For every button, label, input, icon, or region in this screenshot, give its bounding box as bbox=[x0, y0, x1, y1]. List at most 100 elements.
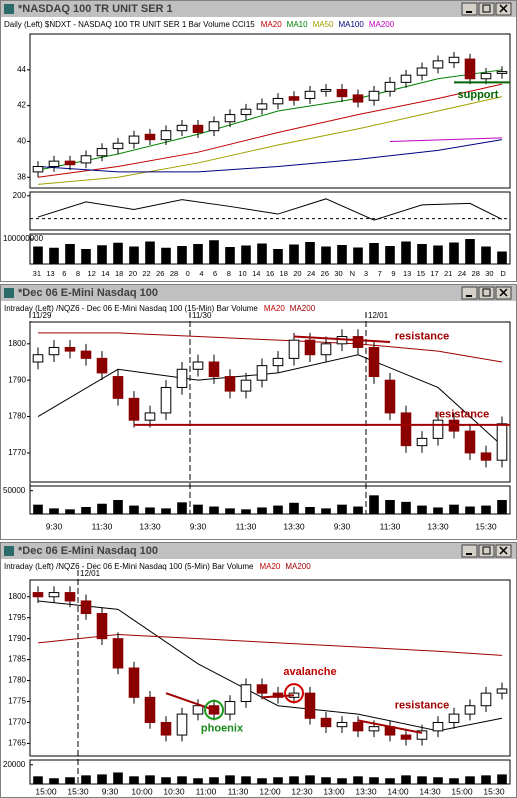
volume-bar bbox=[257, 507, 267, 514]
candle-body bbox=[304, 692, 316, 719]
volume-bar bbox=[401, 241, 411, 264]
volume-bar bbox=[161, 508, 171, 514]
volume-bar bbox=[33, 504, 43, 514]
candle-body bbox=[208, 121, 220, 132]
x-tick-label: 13:00 bbox=[323, 786, 345, 796]
volume-bar bbox=[289, 502, 299, 514]
window-title: *Dec 06 E-Mini Nasdaq 100 bbox=[18, 287, 158, 299]
volume-bar bbox=[49, 247, 59, 264]
candle-body bbox=[192, 124, 204, 133]
close-glyph bbox=[499, 4, 508, 13]
candle-body bbox=[400, 734, 412, 740]
volume-bar bbox=[305, 507, 315, 514]
volume-bar bbox=[257, 243, 267, 264]
title-bar bbox=[1, 543, 516, 559]
x-tick-label: 28 bbox=[170, 269, 178, 278]
candle-body bbox=[256, 365, 268, 381]
candle-body bbox=[128, 667, 140, 698]
volume-bar bbox=[193, 244, 203, 264]
date-label: 12/01 bbox=[368, 311, 389, 320]
volume-bar bbox=[113, 772, 123, 784]
y-tick-label: 1780 bbox=[8, 412, 26, 421]
volume-bar bbox=[481, 505, 491, 514]
volume-bar bbox=[433, 245, 443, 264]
x-tick-label: 28 bbox=[472, 269, 480, 278]
volume-bar bbox=[145, 507, 155, 514]
candle-body bbox=[80, 155, 92, 164]
x-tick-label: 9 bbox=[391, 269, 395, 278]
candle-body bbox=[144, 412, 156, 421]
minimize-button[interactable] bbox=[461, 544, 478, 558]
volume-bar bbox=[385, 778, 395, 784]
candle-body bbox=[432, 721, 444, 732]
volume-bar bbox=[385, 500, 395, 514]
y-tick-label: 38 bbox=[17, 172, 26, 181]
volume-bar bbox=[81, 775, 91, 784]
x-tick-label: 16 bbox=[266, 269, 274, 278]
x-tick-label: 12 bbox=[88, 269, 96, 278]
volume-bar bbox=[161, 247, 171, 264]
price-panel bbox=[29, 579, 511, 757]
maximize-glyph bbox=[482, 288, 491, 297]
volume-bar bbox=[465, 776, 475, 784]
y-tick-label: 1785 bbox=[8, 655, 26, 664]
candle-body bbox=[160, 130, 172, 141]
volume-bar bbox=[209, 777, 219, 784]
candle-body bbox=[272, 97, 284, 105]
x-tick-label: 30 bbox=[334, 269, 342, 278]
volume-tick-label: 50000 bbox=[3, 486, 26, 495]
candle-body bbox=[464, 430, 476, 454]
candle-body bbox=[288, 339, 300, 359]
volume-bar bbox=[497, 251, 507, 264]
volume-bar bbox=[257, 778, 267, 784]
candle-body bbox=[48, 346, 60, 356]
minimize-button[interactable] bbox=[461, 2, 478, 16]
y-tick-label: 40 bbox=[17, 137, 26, 146]
candle-body bbox=[464, 58, 476, 80]
y-tick-label: 1775 bbox=[8, 697, 26, 706]
chart-header: Intraday (Left) /NQZ6 - Dec 06 E-Mini Na… bbox=[4, 562, 254, 571]
x-tick-label: 7 bbox=[378, 269, 382, 278]
legend-entry: MA20 bbox=[259, 562, 280, 571]
candle-body bbox=[64, 346, 76, 352]
volume-bar bbox=[401, 775, 411, 784]
volume-bar bbox=[273, 777, 283, 784]
x-tick-label: 26 bbox=[156, 269, 164, 278]
candle-body bbox=[496, 423, 508, 461]
volume-bar bbox=[65, 509, 75, 514]
volume-bar bbox=[305, 775, 315, 784]
x-tick-label: 11:30 bbox=[228, 786, 249, 796]
candle-body bbox=[64, 160, 76, 166]
indicator-panel bbox=[29, 191, 511, 231]
candle-body bbox=[304, 339, 316, 356]
candle-body bbox=[144, 133, 156, 141]
trend-line bbox=[357, 719, 423, 734]
volume-bar bbox=[353, 776, 363, 784]
candle-body bbox=[240, 108, 252, 116]
window-title: *Dec 06 E-Mini Nasdaq 100 bbox=[18, 545, 158, 557]
legend-entry: MA100 bbox=[338, 20, 364, 29]
volume-bar bbox=[337, 778, 347, 784]
price-panel bbox=[29, 33, 511, 189]
volume-bar bbox=[177, 502, 187, 514]
moving-average-line bbox=[37, 83, 503, 178]
candle-body bbox=[96, 613, 108, 640]
moving-average-line bbox=[37, 96, 503, 185]
volume-bar bbox=[273, 249, 283, 264]
volume-bar bbox=[145, 241, 155, 264]
x-tick-label: 8 bbox=[76, 269, 80, 278]
minimize-button[interactable] bbox=[461, 286, 478, 300]
x-tick-label: 18 bbox=[280, 269, 288, 278]
annotation-label: avalanche bbox=[283, 666, 336, 678]
candle-body bbox=[272, 357, 284, 367]
candle-body bbox=[416, 437, 428, 447]
volume-bar bbox=[193, 778, 203, 784]
volume-tick-label: 100000000 bbox=[3, 234, 44, 243]
x-tick-label: 9:30 bbox=[46, 521, 63, 531]
volume-bar bbox=[145, 775, 155, 784]
x-tick-label: 14 bbox=[252, 269, 260, 278]
window-frame bbox=[0, 284, 517, 540]
candle-body bbox=[240, 684, 252, 703]
volume-bar bbox=[113, 500, 123, 514]
y-tick-label: 1800 bbox=[8, 592, 26, 601]
